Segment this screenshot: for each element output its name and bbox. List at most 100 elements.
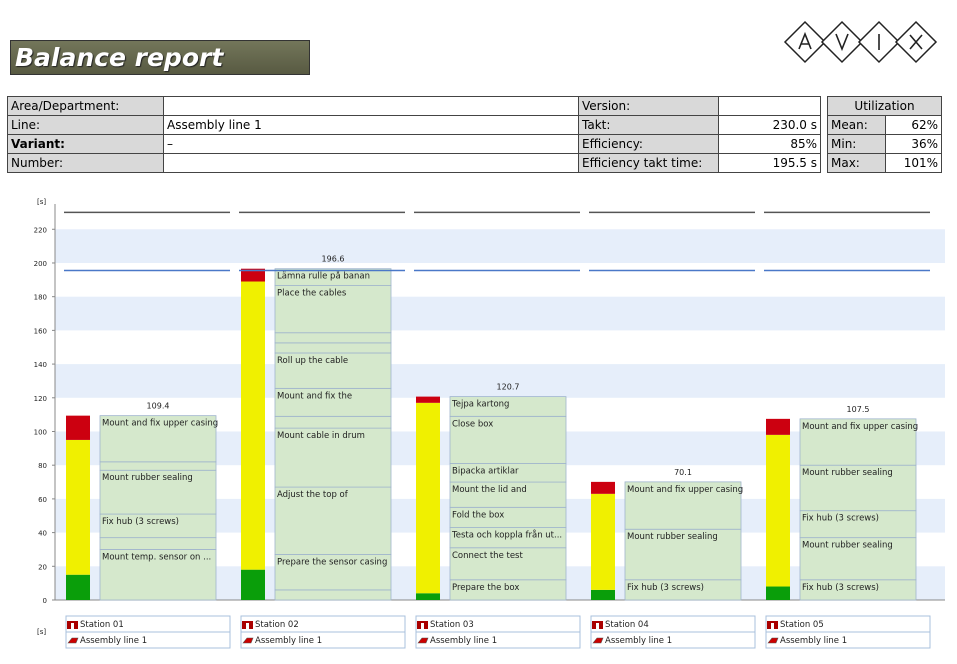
y-tick-label: 180 (34, 294, 47, 302)
station-icon (417, 621, 428, 629)
station-line: Assembly line 1 (605, 636, 672, 646)
station-icon (767, 621, 778, 629)
task-label: Mount and fix upper casing (802, 422, 918, 432)
task (274, 486, 392, 555)
station-cell (765, 631, 931, 649)
util-label: Min: (827, 134, 886, 154)
task-label: Adjust the top of (277, 490, 349, 500)
info-label: Variant: (7, 134, 164, 154)
task-label: Tejpa kartong (451, 400, 509, 410)
task-label: Mount cable in drum (277, 431, 365, 441)
task-label: Testa och koppla från ut... (451, 530, 562, 541)
station-cell (415, 631, 581, 649)
task (274, 342, 392, 354)
y-tick-label: 140 (34, 361, 47, 369)
task-label: Mount and fix the (277, 391, 352, 401)
y-tick-label: 20 (38, 563, 47, 571)
util-value: 62% (885, 115, 942, 135)
band (55, 229, 945, 263)
station-name: Station 01 (80, 620, 124, 630)
task (274, 415, 392, 429)
station-name: Station 03 (430, 620, 474, 630)
task (449, 481, 567, 508)
task-label: Mount the lid and (452, 485, 527, 495)
bar-segment (416, 402, 440, 594)
task (274, 427, 392, 488)
station-line: Assembly line 1 (780, 636, 847, 646)
bar-segment (241, 268, 265, 282)
station-cell (240, 631, 406, 649)
title-box: Balance report (10, 40, 310, 75)
task-label: Place the cables (277, 289, 347, 299)
task-label: Roll up the cable (277, 356, 348, 366)
station-line: Assembly line 1 (80, 636, 147, 646)
station-line: Assembly line 1 (255, 636, 322, 646)
y-tick-label: 200 (34, 260, 47, 268)
task-label: Fix hub (3 screws) (802, 583, 879, 593)
task (449, 396, 567, 417)
bar-segment (416, 593, 440, 600)
task-label: Fold the box (452, 510, 504, 520)
y-tick-label: 80 (38, 462, 47, 470)
bar-segment (591, 589, 615, 600)
info-label: Version: (578, 96, 719, 116)
station-line: Assembly line 1 (430, 636, 497, 646)
task (799, 464, 917, 512)
bar-segment (66, 574, 90, 600)
info-value: 195.5 s (718, 153, 821, 173)
station-name: Station 04 (605, 620, 649, 630)
task-label: Mount rubber sealing (802, 468, 893, 478)
station-cell (590, 631, 756, 649)
task-label: Prepare the sensor casing (277, 558, 387, 568)
station-icon (242, 621, 253, 629)
task (274, 352, 392, 389)
util-value: 101% (885, 153, 942, 173)
line-icon (242, 637, 254, 644)
task (274, 268, 392, 286)
task-label: Mount rubber sealing (802, 541, 893, 551)
total-label: 196.6 (322, 255, 345, 264)
bar-segment (66, 415, 90, 440)
line-icon (767, 637, 779, 644)
task-label: Mount rubber sealing (102, 473, 193, 483)
station-icon (67, 621, 78, 629)
util-label: Mean: (827, 115, 886, 135)
info-label: Area/Department: (7, 96, 164, 116)
bar-segment (766, 434, 790, 587)
info-value: Assembly line 1 (163, 115, 579, 135)
task-label: Mount rubber sealing (627, 532, 718, 542)
y-axis-label: [s] (37, 628, 46, 636)
info-value: – (163, 134, 579, 154)
utilization-title: Utilization (827, 96, 942, 116)
task (799, 418, 917, 466)
total-label: 120.7 (497, 383, 520, 392)
info-table: Area/Department: Version: Utilization Li… (7, 96, 942, 173)
task (449, 547, 567, 581)
task (274, 332, 392, 344)
station-name: Station 02 (255, 620, 299, 630)
task-label: Lämna rulle på banan (277, 271, 370, 282)
task (274, 387, 392, 417)
station-icon (592, 621, 603, 629)
bar-segment (416, 396, 440, 403)
task-label: Fix hub (3 screws) (102, 517, 179, 527)
info-label: Number: (7, 153, 164, 173)
info-label: Efficiency: (578, 134, 719, 154)
bar-segment (591, 493, 615, 590)
util-value: 36% (885, 134, 942, 154)
bar-segment (591, 481, 615, 494)
line-icon (592, 637, 604, 644)
y-tick-label: 220 (34, 226, 47, 234)
task (624, 528, 742, 581)
band (55, 364, 945, 398)
line-icon (417, 637, 429, 644)
total-label: 109.4 (147, 402, 170, 411)
task (624, 481, 742, 530)
info-value: 85% (718, 134, 821, 154)
bar-segment (66, 439, 90, 575)
y-axis-label: [s] (37, 198, 46, 206)
total-label: 70.1 (674, 468, 692, 477)
info-label: Takt: (578, 115, 719, 135)
